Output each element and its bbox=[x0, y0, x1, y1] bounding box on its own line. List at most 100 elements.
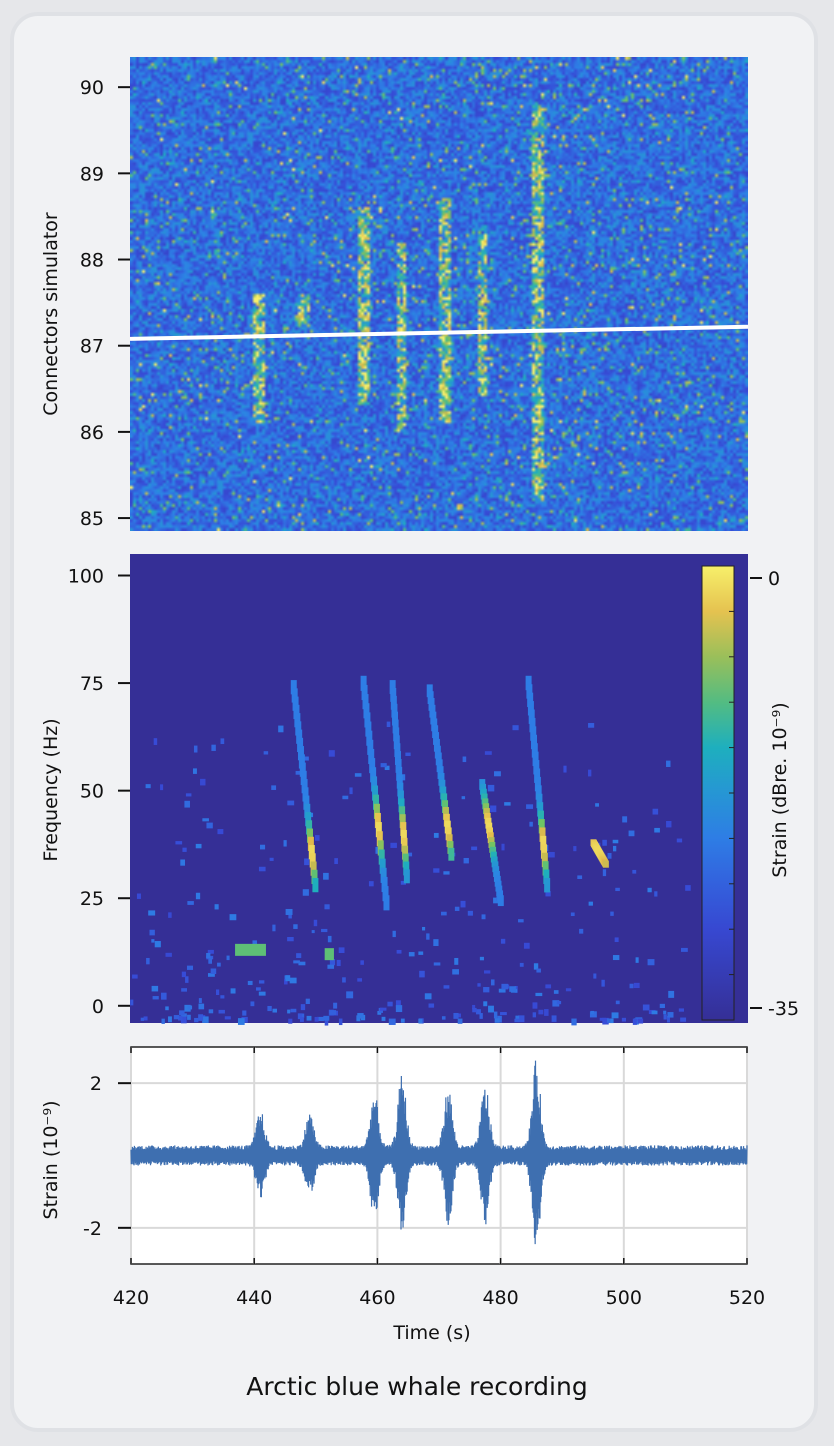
spectrogram-noise-cell bbox=[518, 1015, 525, 1023]
spectrogram-noise-cell bbox=[287, 1009, 291, 1014]
spectrogram-noise-cell bbox=[659, 1003, 665, 1009]
spectrogram-noise-cell bbox=[396, 949, 402, 954]
call-downsweep-segment bbox=[308, 845, 315, 860]
spectrogram-noise-cell bbox=[168, 1016, 172, 1023]
waveform-line bbox=[130, 1060, 748, 1245]
spectrogram-noise-cell bbox=[334, 858, 338, 865]
spectrogram-noise-cell bbox=[153, 738, 158, 745]
spectrogram-noise-cell bbox=[433, 868, 440, 873]
figure-caption: Arctic blue whale recording bbox=[246, 1372, 588, 1401]
call-downsweep-segment bbox=[528, 709, 535, 724]
spectrogram-noise-cell bbox=[514, 1018, 520, 1023]
call-downsweep-segment bbox=[525, 675, 532, 691]
spectrogram-noise-cell bbox=[483, 970, 491, 974]
spectrogram-noise-cell bbox=[288, 1018, 293, 1024]
call-downsweep-segment bbox=[293, 704, 300, 720]
spectrogram-noise-cell bbox=[647, 959, 655, 966]
spectrogram-noise-cell bbox=[293, 960, 300, 964]
spectrogram-noise-cell bbox=[452, 969, 459, 975]
spectrogram-noise-cell bbox=[667, 1012, 674, 1018]
spectrogram-noise-cell bbox=[229, 914, 237, 921]
colorbar-label: Strain (dBre. 10⁻⁹) bbox=[769, 702, 791, 877]
call-downsweep-segment bbox=[311, 869, 318, 885]
spectrogram-noise-cell bbox=[306, 1015, 312, 1021]
spectrogram-noise-cell bbox=[579, 928, 584, 934]
call-downsweep-segment bbox=[307, 836, 314, 852]
bottom-xtick-label: 480 bbox=[482, 1287, 518, 1309]
spectrogram-noise-cell bbox=[284, 979, 288, 985]
spectrogram-noise-cell bbox=[680, 1017, 687, 1022]
call-downsweep-segment bbox=[397, 790, 404, 805]
call-downsweep-segment bbox=[441, 793, 448, 807]
call-downsweep-segment bbox=[375, 822, 382, 838]
call-downsweep-segment bbox=[379, 858, 386, 874]
top-spectrogram-raster bbox=[130, 57, 748, 531]
call-downsweep-segment bbox=[302, 787, 309, 802]
call-downsweep-segment bbox=[437, 766, 444, 779]
spectrogram-noise-cell bbox=[428, 1003, 435, 1008]
spectrogram-noise-cell bbox=[216, 989, 220, 995]
spectrogram-noise-cell bbox=[258, 980, 265, 984]
call-downsweep-segment bbox=[392, 719, 399, 734]
call-downsweep-segment bbox=[439, 779, 446, 793]
spectrogram-noise-cell bbox=[298, 961, 306, 966]
spectrogram-noise-cell bbox=[151, 939, 155, 943]
spectrogram-noise-cell bbox=[187, 901, 194, 905]
spectrogram-noise-cell bbox=[258, 991, 266, 996]
spectrogram-noise-cell bbox=[615, 1000, 620, 1005]
call-downsweep-segment bbox=[534, 776, 541, 792]
call-downsweep-segment bbox=[312, 878, 319, 893]
spectrogram-noise-cell bbox=[563, 765, 567, 773]
call-downsweep-segment bbox=[377, 840, 384, 856]
call-downsweep-segment bbox=[361, 684, 368, 701]
spectrogram-noise-cell bbox=[483, 1001, 488, 1007]
spectrogram-noise-cell bbox=[285, 975, 291, 982]
spectrogram-noise-cell bbox=[607, 853, 612, 859]
spectrogram-noise-cell bbox=[285, 908, 293, 915]
middle-ytick-label: 75 bbox=[80, 673, 104, 695]
call-downsweep-segment bbox=[373, 803, 380, 819]
call-downsweep-segment bbox=[390, 695, 397, 710]
spectrogram-noise-cell bbox=[258, 866, 266, 872]
spectrogram-noise-cell bbox=[187, 1005, 193, 1010]
spectrogram-noise-cell bbox=[296, 953, 302, 959]
spectrogram-noise-cell bbox=[132, 974, 138, 979]
call-downsweep-segment bbox=[440, 786, 447, 800]
call-downsweep-segment bbox=[402, 845, 409, 860]
spectrogram-noise-cell bbox=[498, 988, 506, 993]
spectrogram-noise-cell bbox=[206, 822, 213, 829]
spectrogram-noise-cell bbox=[666, 1015, 670, 1023]
spectrogram-noise-cell bbox=[535, 992, 543, 997]
spectrogram-noise-cell bbox=[556, 1001, 562, 1005]
spectrogram-noise-cell bbox=[186, 965, 194, 970]
spectrogram-noise-cell bbox=[654, 827, 660, 833]
spectrogram-noise-cell bbox=[551, 1015, 557, 1022]
spectrogram-noise-cell bbox=[165, 952, 172, 957]
spectrogram-noise-cell bbox=[247, 980, 253, 986]
spectrogram-noise-cell bbox=[612, 955, 620, 961]
call-downsweep-segment bbox=[398, 798, 405, 813]
spectrogram-noise-cell bbox=[324, 1018, 329, 1026]
spectrogram-noise-cell bbox=[293, 924, 298, 929]
middle-ytick-label: 50 bbox=[80, 781, 104, 803]
call-downsweep-segment bbox=[363, 703, 370, 719]
bottom-xtick-label: 460 bbox=[359, 1287, 395, 1309]
call-downsweep-segment bbox=[390, 687, 397, 702]
spectrogram-noise-cell bbox=[272, 1008, 277, 1013]
spectrogram-noise-cell bbox=[632, 869, 637, 874]
spectrogram-noise-cell bbox=[400, 880, 406, 885]
spectrogram-noise-cell bbox=[357, 1013, 364, 1019]
spectrogram-noise-cell bbox=[314, 1016, 319, 1022]
spectrogram-noise-cell bbox=[632, 1018, 637, 1025]
spectrogram-noise-cell bbox=[338, 947, 345, 954]
spectrogram-noise-cell bbox=[198, 1003, 205, 1010]
spectrogram-noise-cell bbox=[460, 900, 466, 908]
call-downsweep-segment bbox=[529, 717, 536, 733]
spectrogram-noise-cell bbox=[577, 875, 583, 880]
spectrogram-noise-cell bbox=[501, 983, 509, 990]
spectrogram-noise-cell bbox=[573, 846, 577, 852]
call-downsweep-segment bbox=[446, 834, 453, 848]
spectrogram-noise-cell bbox=[589, 1011, 597, 1018]
spectrogram-noise-cell bbox=[368, 881, 374, 887]
spectrogram-noise-cell bbox=[595, 803, 599, 807]
